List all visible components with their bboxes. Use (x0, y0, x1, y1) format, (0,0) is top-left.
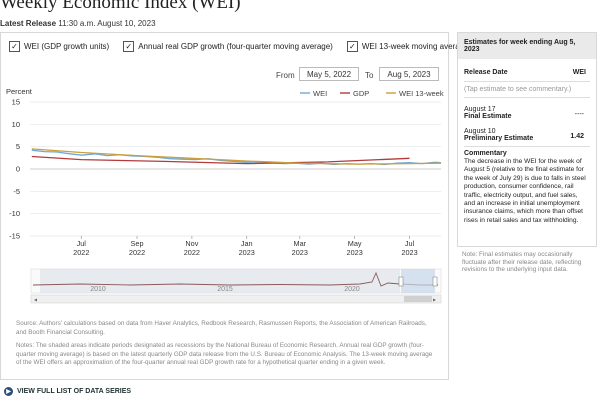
legend-label: WEI 13-week (399, 89, 444, 98)
source-note: Source: Authors' calculations based on d… (16, 320, 436, 337)
y-tick-label: -10 (9, 209, 20, 218)
commentary-text: The decrease in the WEI for the week of … (458, 158, 596, 225)
series-line-wei (32, 150, 441, 164)
estimate-kind: Preliminary Estimate (464, 135, 533, 142)
estimate-date: August 10 (464, 128, 533, 135)
x-tick-month: Jul (77, 239, 87, 248)
y-tick-label: 10 (12, 120, 20, 129)
scroll-right-icon: ▸ (433, 297, 436, 304)
view-all-link[interactable]: ▶ VIEW FULL LIST OF DATA SERIES (4, 387, 131, 396)
notes-text: Notes: The shaded areas indicate periods… (16, 342, 436, 368)
x-tick-month: Jan (241, 239, 253, 248)
estimate-value: ---- (575, 111, 584, 120)
x-tick-month: Mar (294, 239, 307, 248)
navigator-handle-right (433, 277, 437, 286)
navigator-year-label: 2015 (217, 286, 233, 293)
y-tick-label: -5 (13, 187, 20, 196)
x-tick-year: 2023 (292, 248, 308, 257)
x-tick-year: 2023 (347, 248, 363, 257)
y-axis-label: Percent (6, 87, 33, 96)
col-wei: WEI (573, 69, 586, 76)
legend-label: GDP (353, 89, 369, 98)
legend-label: WEI (313, 89, 327, 98)
scroll-left-icon: ◂ (34, 297, 37, 304)
x-tick-month: May (348, 239, 362, 248)
x-tick-year: 2022 (129, 248, 145, 257)
estimate-date: August 17 (464, 106, 511, 113)
estimate-row-preliminary[interactable]: August 10 Preliminary Estimate 1.42 (458, 128, 596, 142)
sidebar-header: Estimates for week ending Aug 5, 2023 (458, 33, 596, 59)
x-tick-year: 2023 (239, 248, 255, 257)
y-tick-label: 5 (16, 142, 20, 151)
estimates-sidebar: Estimates for week ending Aug 5, 2023 Re… (457, 32, 597, 247)
x-tick-month: Nov (185, 239, 198, 248)
estimate-row-final[interactable]: August 17 Final Estimate ---- (458, 106, 596, 120)
chart-svg: Percent151050-5-10-15Jul2022Sep2022Nov20… (0, 0, 449, 320)
sidebar-divider (464, 97, 590, 98)
estimate-kind: Final Estimate (464, 113, 511, 120)
x-tick-year: 2022 (184, 248, 200, 257)
y-tick-label: -15 (9, 232, 20, 241)
scrollbar-track (31, 295, 441, 303)
y-tick-label: 0 (16, 165, 20, 174)
x-tick-year: 2022 (73, 248, 89, 257)
tap-note: (Tap estimate to see commentary.) (458, 86, 596, 93)
scrollbar-thumb (404, 296, 432, 302)
side-note: Note: Final estimates may occasionally f… (462, 251, 598, 274)
x-tick-year: 2023 (401, 248, 417, 257)
x-tick-month: Jul (405, 239, 415, 248)
col-release-date: Release Date (464, 69, 508, 76)
view-all-label: VIEW FULL LIST OF DATA SERIES (17, 388, 131, 395)
navigator-handle-left (399, 277, 403, 286)
y-tick-label: 15 (12, 98, 20, 107)
navigator-year-label: 2010 (90, 286, 106, 293)
estimate-value: 1.42 (570, 133, 584, 142)
navigator-year-label: 2020 (344, 286, 360, 293)
sidebar-divider (464, 81, 590, 82)
sidebar-divider (464, 146, 590, 147)
navigator-window (401, 269, 435, 293)
x-tick-month: Sep (131, 239, 144, 248)
arrow-right-icon: ▶ (4, 387, 13, 396)
sidebar-col-headers: Release Date WEI (458, 69, 596, 76)
commentary-title: Commentary (458, 150, 596, 157)
